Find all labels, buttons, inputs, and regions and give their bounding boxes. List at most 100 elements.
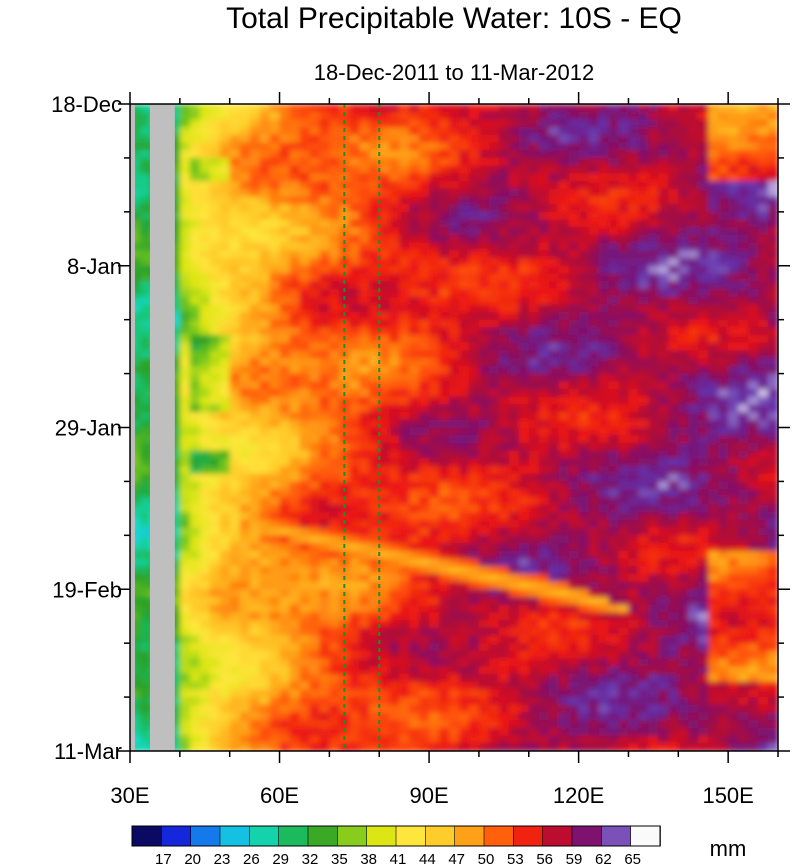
- tpw-cell: [329, 450, 341, 460]
- tpw-cell: [528, 234, 540, 244]
- tpw-cell: [518, 427, 530, 437]
- tpw-cell: [339, 104, 351, 113]
- tpw-cell: [568, 104, 580, 113]
- tpw-cell: [698, 473, 710, 483]
- tpw-cell: [528, 620, 540, 629]
- tpw-cell: [299, 250, 311, 260]
- tpw-cell: [349, 558, 361, 568]
- tpw-cell: [708, 219, 720, 229]
- tpw-cell: [239, 127, 251, 136]
- tpw-cell: [618, 419, 630, 429]
- tpw-cell: [379, 504, 391, 514]
- tpw-cell: [239, 566, 251, 575]
- tpw-cell: [269, 119, 281, 129]
- tpw-cell: [628, 273, 640, 283]
- tpw-cell: [169, 681, 181, 691]
- tpw-cell: [139, 543, 151, 552]
- tpw-cell: [379, 150, 391, 159]
- tpw-cell: [169, 573, 181, 583]
- tpw-cell: [488, 134, 500, 144]
- tpw-cell: [648, 481, 660, 491]
- tpw-cell: [209, 566, 221, 575]
- tpw-cell: [628, 489, 640, 498]
- tpw-cell: [718, 127, 730, 136]
- tpw-cell: [648, 689, 660, 699]
- tpw-cell: [618, 142, 630, 152]
- tpw-cell: [558, 242, 570, 252]
- tpw-cell: [379, 612, 391, 622]
- tpw-cell: [449, 519, 460, 529]
- tpw-cell: [728, 573, 740, 583]
- tpw-cell: [359, 134, 371, 144]
- tpw-cell: [708, 242, 720, 252]
- tpw-cell: [668, 596, 680, 606]
- tpw-cell: [409, 242, 421, 252]
- tpw-cell: [468, 435, 480, 444]
- tpw-cell: [359, 419, 371, 429]
- tpw-cell: [508, 104, 520, 113]
- tpw-cell: [289, 304, 301, 313]
- tpw-cell: [359, 388, 371, 398]
- tpw-cell: [548, 650, 560, 660]
- tpw-cell: [558, 273, 570, 283]
- tpw-cell: [768, 581, 778, 591]
- tpw-cell: [538, 250, 550, 260]
- tpw-cell: [309, 681, 321, 691]
- tpw-cell: [498, 550, 510, 560]
- tpw-cell: [239, 450, 251, 460]
- tpw-cell: [249, 327, 261, 337]
- tpw-cell: [249, 489, 261, 498]
- tpw-cell: [478, 335, 490, 344]
- tpw-cell: [638, 604, 650, 614]
- tpw-cell: [558, 373, 570, 383]
- tpw-cell: [658, 473, 670, 483]
- tpw-cell: [389, 419, 401, 429]
- tpw-cell: [658, 142, 670, 152]
- tpw-cell: [419, 581, 431, 591]
- tpw-cell: [179, 150, 191, 159]
- tpw-cell: [648, 650, 660, 660]
- tpw-cell: [558, 535, 570, 545]
- tpw-cell: [209, 450, 221, 460]
- tpw-cell: [189, 504, 201, 514]
- tpw-cell: [329, 519, 341, 529]
- tpw-cell: [458, 643, 470, 652]
- tpw-cell: [578, 489, 590, 498]
- tpw-cell: [658, 673, 670, 683]
- tpw-cell: [668, 673, 680, 683]
- tpw-cell: [269, 635, 281, 645]
- tpw-cell: [558, 466, 570, 475]
- tpw-cell: [748, 296, 760, 306]
- tpw-cell: [698, 157, 710, 167]
- tpw-cell: [758, 234, 770, 244]
- tpw-cell: [768, 157, 778, 167]
- tpw-cell: [628, 658, 640, 668]
- tpw-cell: [628, 381, 640, 390]
- tpw-cell: [628, 450, 640, 460]
- tpw-cell: [678, 234, 690, 244]
- tpw-cell: [488, 219, 500, 229]
- tpw-cell: [758, 435, 770, 444]
- tpw-cell: [538, 188, 550, 198]
- tpw-cell: [379, 596, 391, 606]
- tpw-cell: [698, 335, 710, 344]
- tpw-cell: [528, 635, 540, 645]
- tpw-cell: [538, 142, 550, 152]
- tpw-cell: [189, 666, 201, 675]
- tpw-cell: [229, 388, 241, 398]
- tpw-cell: [628, 666, 640, 675]
- tpw-cell: [728, 527, 740, 537]
- tpw-cell: [449, 335, 460, 344]
- tpw-cell: [518, 173, 530, 183]
- tpw-cell: [498, 388, 510, 398]
- tpw-cell: [758, 496, 770, 506]
- tpw-cell: [698, 681, 710, 691]
- tpw-cell: [229, 543, 241, 552]
- tpw-cell: [189, 481, 201, 491]
- tpw-cell: [638, 535, 650, 545]
- tpw-cell: [259, 643, 271, 652]
- tpw-cell: [708, 188, 720, 198]
- tpw-cell: [289, 458, 301, 468]
- tpw-cell: [139, 381, 151, 390]
- tpw-cell: [508, 365, 520, 375]
